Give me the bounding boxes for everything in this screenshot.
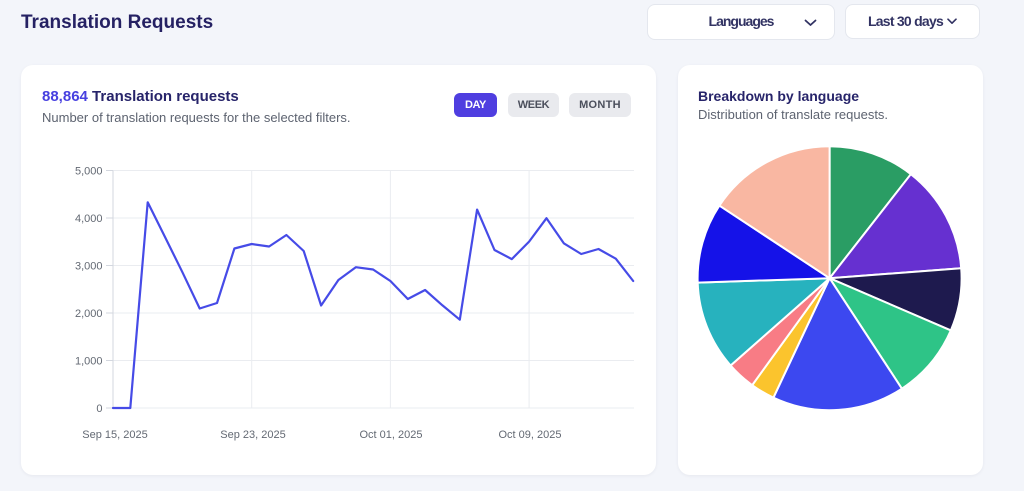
svg-text:3,000: 3,000 — [75, 261, 103, 273]
svg-text:Oct 01, 2025: Oct 01, 2025 — [360, 429, 423, 441]
svg-text:2,000: 2,000 — [75, 308, 103, 320]
svg-text:Sep 23, 2025: Sep 23, 2025 — [220, 429, 285, 441]
svg-text:1,000: 1,000 — [75, 356, 103, 368]
svg-text:Sep 15, 2025: Sep 15, 2025 — [82, 429, 147, 441]
svg-text:0: 0 — [96, 403, 102, 415]
svg-text:Oct 09, 2025: Oct 09, 2025 — [499, 429, 562, 441]
svg-text:5,000: 5,000 — [75, 166, 103, 178]
svg-text:4,000: 4,000 — [75, 213, 103, 225]
